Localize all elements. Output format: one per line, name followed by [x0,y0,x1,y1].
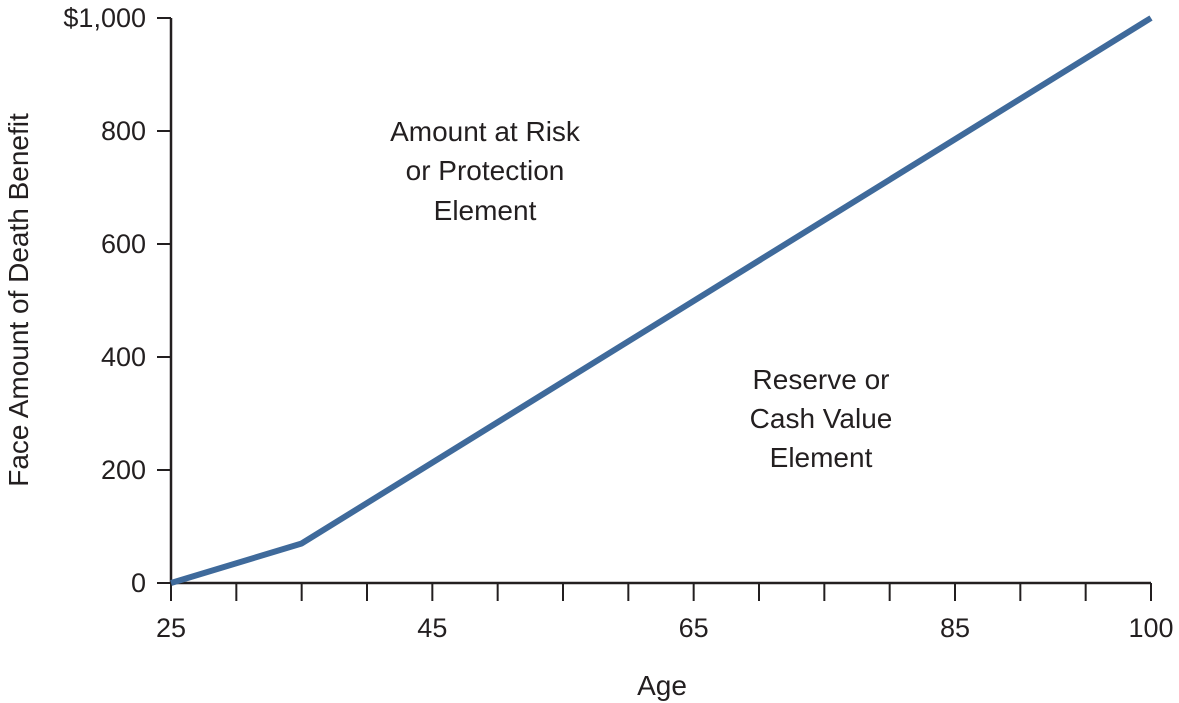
annotation-lower-line-1: Reserve or [753,364,890,395]
y-tick-label: 800 [101,116,146,146]
y-ticks: 0 200 400 600 800 $1,000 [63,3,171,598]
y-tick-label: 600 [101,229,146,259]
annotation-lower-line-2: Cash Value [750,403,893,434]
axes [169,18,1151,585]
y-axis-title: Face Amount of Death Benefit [3,113,34,487]
x-tick-label: 85 [940,613,970,643]
y-tick-label: 400 [101,342,146,372]
annotation-lower-line-3: Element [770,442,873,473]
x-tick-label: 65 [679,613,709,643]
annotation-upper: Amount at Risk or Protection Element [390,116,581,226]
x-tick-label: 100 [1128,613,1173,643]
annotation-upper-line-1: Amount at Risk [390,116,581,147]
x-ticks: 25 45 65 85 100 [156,583,1174,643]
y-tick-label: 200 [101,455,146,485]
annotation-upper-line-3: Element [434,195,537,226]
y-tick-label: 0 [131,568,146,598]
x-axis-title: Age [637,670,687,701]
x-tick-label: 25 [156,613,186,643]
annotation-lower: Reserve or Cash Value Element [750,364,893,473]
series-line [170,15,1153,586]
series [170,15,1153,586]
x-tick-label: 45 [417,613,447,643]
annotation-upper-line-2: or Protection [406,155,565,186]
y-tick-label: $1,000 [63,3,146,33]
